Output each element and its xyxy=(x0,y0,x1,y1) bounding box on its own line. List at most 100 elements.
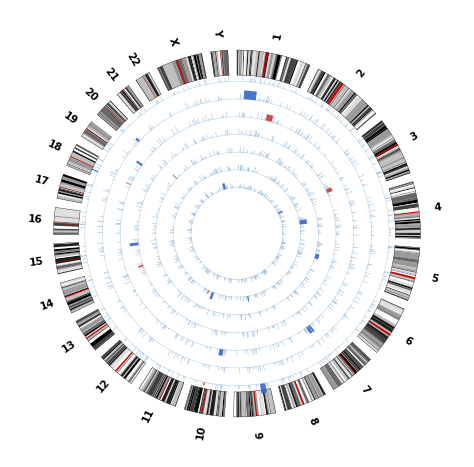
Polygon shape xyxy=(174,61,183,85)
Polygon shape xyxy=(84,129,107,146)
Polygon shape xyxy=(204,389,210,414)
Polygon shape xyxy=(395,228,420,230)
Polygon shape xyxy=(314,254,319,260)
Polygon shape xyxy=(335,89,351,110)
Polygon shape xyxy=(193,55,201,79)
Polygon shape xyxy=(61,277,85,284)
Polygon shape xyxy=(343,350,361,370)
Polygon shape xyxy=(123,357,138,377)
Polygon shape xyxy=(324,366,338,387)
Polygon shape xyxy=(55,252,80,255)
Polygon shape xyxy=(184,385,193,410)
Polygon shape xyxy=(276,56,283,80)
Polygon shape xyxy=(196,55,201,79)
Polygon shape xyxy=(366,325,387,340)
Polygon shape xyxy=(169,381,179,404)
Polygon shape xyxy=(395,218,420,220)
Polygon shape xyxy=(82,122,111,149)
Polygon shape xyxy=(290,382,301,406)
Polygon shape xyxy=(389,182,420,239)
Polygon shape xyxy=(88,325,108,340)
Polygon shape xyxy=(247,391,250,417)
Polygon shape xyxy=(59,188,83,195)
Polygon shape xyxy=(86,128,107,143)
Polygon shape xyxy=(173,174,177,179)
Polygon shape xyxy=(293,382,302,405)
Polygon shape xyxy=(70,154,94,167)
Polygon shape xyxy=(265,389,271,414)
Polygon shape xyxy=(141,368,155,390)
Text: 18: 18 xyxy=(46,139,63,154)
Polygon shape xyxy=(258,390,265,415)
Polygon shape xyxy=(87,324,107,339)
Polygon shape xyxy=(256,51,260,76)
Polygon shape xyxy=(145,370,158,393)
Polygon shape xyxy=(371,317,393,333)
Polygon shape xyxy=(308,69,319,92)
Polygon shape xyxy=(58,268,82,274)
Polygon shape xyxy=(120,356,138,377)
Polygon shape xyxy=(279,386,286,410)
Polygon shape xyxy=(377,149,400,161)
Polygon shape xyxy=(394,210,419,215)
Polygon shape xyxy=(159,66,172,90)
Polygon shape xyxy=(72,152,95,164)
Polygon shape xyxy=(363,122,385,140)
Polygon shape xyxy=(88,126,109,141)
Polygon shape xyxy=(219,391,223,416)
Polygon shape xyxy=(395,230,420,232)
Polygon shape xyxy=(83,133,105,147)
Polygon shape xyxy=(188,56,196,81)
Polygon shape xyxy=(385,287,410,298)
Polygon shape xyxy=(170,381,179,404)
Polygon shape xyxy=(384,164,407,174)
Polygon shape xyxy=(372,315,394,329)
Polygon shape xyxy=(198,388,204,413)
Polygon shape xyxy=(256,391,259,416)
Polygon shape xyxy=(76,309,98,321)
Polygon shape xyxy=(152,374,165,397)
Polygon shape xyxy=(54,242,79,244)
Polygon shape xyxy=(244,392,246,417)
Polygon shape xyxy=(307,69,319,92)
Polygon shape xyxy=(126,182,131,185)
Polygon shape xyxy=(345,349,362,368)
Polygon shape xyxy=(308,325,315,332)
Polygon shape xyxy=(385,290,409,299)
Polygon shape xyxy=(334,89,350,109)
Text: 2: 2 xyxy=(355,68,367,79)
Polygon shape xyxy=(395,216,419,219)
Polygon shape xyxy=(275,56,282,80)
Polygon shape xyxy=(391,188,415,197)
Text: 21: 21 xyxy=(102,66,119,84)
Polygon shape xyxy=(95,333,115,350)
Polygon shape xyxy=(384,291,408,301)
Polygon shape xyxy=(310,71,324,94)
Polygon shape xyxy=(56,262,82,269)
Polygon shape xyxy=(337,356,353,376)
Polygon shape xyxy=(272,55,281,80)
Polygon shape xyxy=(154,375,166,397)
Polygon shape xyxy=(378,150,401,163)
Polygon shape xyxy=(217,391,220,416)
Polygon shape xyxy=(191,159,194,165)
Polygon shape xyxy=(157,68,168,91)
Polygon shape xyxy=(384,167,409,177)
Polygon shape xyxy=(82,319,104,333)
Polygon shape xyxy=(142,76,155,98)
Polygon shape xyxy=(203,389,209,414)
Polygon shape xyxy=(275,56,282,80)
Polygon shape xyxy=(294,63,304,86)
Polygon shape xyxy=(173,61,182,85)
Polygon shape xyxy=(334,88,349,108)
Polygon shape xyxy=(149,72,161,94)
Polygon shape xyxy=(199,389,205,413)
Polygon shape xyxy=(139,368,184,406)
Polygon shape xyxy=(55,249,80,253)
Polygon shape xyxy=(114,351,132,371)
Polygon shape xyxy=(389,276,414,285)
Polygon shape xyxy=(55,252,80,255)
Polygon shape xyxy=(175,61,183,85)
Polygon shape xyxy=(143,369,156,391)
Polygon shape xyxy=(248,50,251,76)
